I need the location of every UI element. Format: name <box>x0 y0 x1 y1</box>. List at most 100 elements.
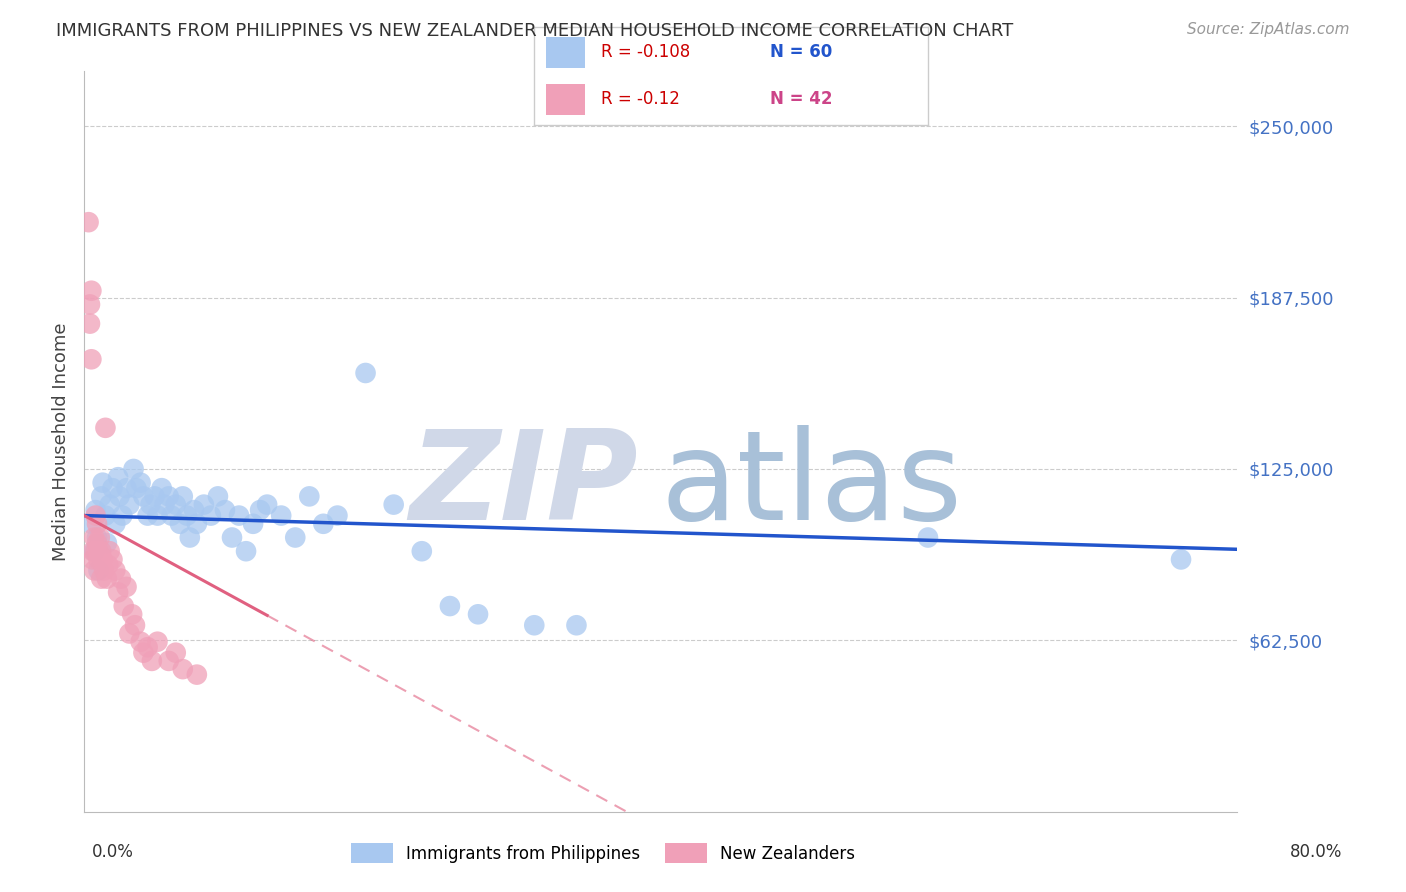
Point <box>121 607 143 622</box>
Point <box>90 544 112 558</box>
Point <box>104 516 127 531</box>
Point <box>97 558 120 572</box>
Bar <box>546 84 585 115</box>
Point <box>83 563 105 577</box>
Text: R = -0.12: R = -0.12 <box>602 90 681 108</box>
Point <box>82 544 104 558</box>
Point <box>90 489 112 503</box>
Point <box>87 544 110 558</box>
Point <box>83 531 105 545</box>
Point <box>84 508 107 523</box>
Point <box>80 352 103 367</box>
Point <box>284 531 307 545</box>
Point <box>523 618 546 632</box>
Point <box>83 544 105 558</box>
Point <box>326 508 349 523</box>
Point <box>115 580 138 594</box>
Point <box>467 607 489 622</box>
Y-axis label: Median Household Income: Median Household Income <box>52 322 70 561</box>
Point <box>86 531 108 545</box>
Point <box>82 552 104 566</box>
Point <box>91 475 114 490</box>
Point <box>107 585 129 599</box>
Point <box>98 544 121 558</box>
Point <box>118 626 141 640</box>
Point <box>98 498 121 512</box>
Point <box>235 544 257 558</box>
Point <box>77 215 100 229</box>
Point <box>382 498 405 512</box>
Point <box>115 481 138 495</box>
Point <box>136 508 159 523</box>
Point <box>169 516 191 531</box>
Point <box>84 544 107 558</box>
Point <box>165 498 187 512</box>
Point <box>354 366 377 380</box>
Point <box>101 481 124 495</box>
Point <box>157 654 180 668</box>
Point <box>79 317 101 331</box>
Text: ZIP: ZIP <box>409 425 638 547</box>
Point <box>91 552 114 566</box>
Bar <box>546 37 585 68</box>
Point <box>179 531 201 545</box>
Point <box>150 481 173 495</box>
Point <box>411 544 433 558</box>
Point <box>153 498 176 512</box>
Text: Source: ZipAtlas.com: Source: ZipAtlas.com <box>1187 22 1350 37</box>
Text: IMMIGRANTS FROM PHILIPPINES VS NEW ZEALANDER MEDIAN HOUSEHOLD INCOME CORRELATION: IMMIGRANTS FROM PHILIPPINES VS NEW ZEALA… <box>56 22 1014 40</box>
Point <box>565 618 588 632</box>
Text: 80.0%: 80.0% <box>1291 843 1343 861</box>
Text: N = 60: N = 60 <box>770 44 832 62</box>
Point <box>1170 552 1192 566</box>
Text: N = 42: N = 42 <box>770 90 832 108</box>
Point <box>111 508 134 523</box>
Point <box>172 662 194 676</box>
Point <box>93 563 115 577</box>
Point <box>160 508 183 523</box>
Point <box>228 508 250 523</box>
Point <box>176 508 198 523</box>
Point <box>917 531 939 545</box>
Point <box>96 536 118 550</box>
Legend: Immigrants from Philippines, New Zealanders: Immigrants from Philippines, New Zealand… <box>344 837 862 870</box>
Point <box>96 572 118 586</box>
Point <box>86 516 108 531</box>
Point <box>90 572 112 586</box>
Point <box>136 640 159 655</box>
Point <box>146 508 169 523</box>
Point <box>124 618 146 632</box>
Point <box>146 634 169 648</box>
Point <box>80 516 103 531</box>
Point <box>242 516 264 531</box>
Point <box>298 489 321 503</box>
Point <box>87 563 110 577</box>
Point <box>94 508 117 523</box>
Point <box>214 503 236 517</box>
Point <box>165 646 187 660</box>
Point <box>139 498 162 512</box>
Point <box>157 489 180 503</box>
Point <box>256 498 278 512</box>
Point <box>132 489 155 503</box>
Point <box>193 498 215 512</box>
Text: R = -0.108: R = -0.108 <box>602 44 690 62</box>
Point <box>79 297 101 311</box>
Point <box>183 503 205 517</box>
Point <box>101 552 124 566</box>
Point <box>172 489 194 503</box>
Point <box>94 421 117 435</box>
Point <box>207 489 229 503</box>
Point <box>439 599 461 613</box>
Point <box>80 284 103 298</box>
Point <box>110 572 132 586</box>
Text: atlas: atlas <box>661 425 963 547</box>
Point <box>186 667 208 681</box>
Point <box>87 552 110 566</box>
Point <box>132 646 155 660</box>
Point <box>104 563 127 577</box>
Point <box>141 654 163 668</box>
Point <box>312 516 335 531</box>
Point <box>108 489 131 503</box>
Point <box>129 475 152 490</box>
